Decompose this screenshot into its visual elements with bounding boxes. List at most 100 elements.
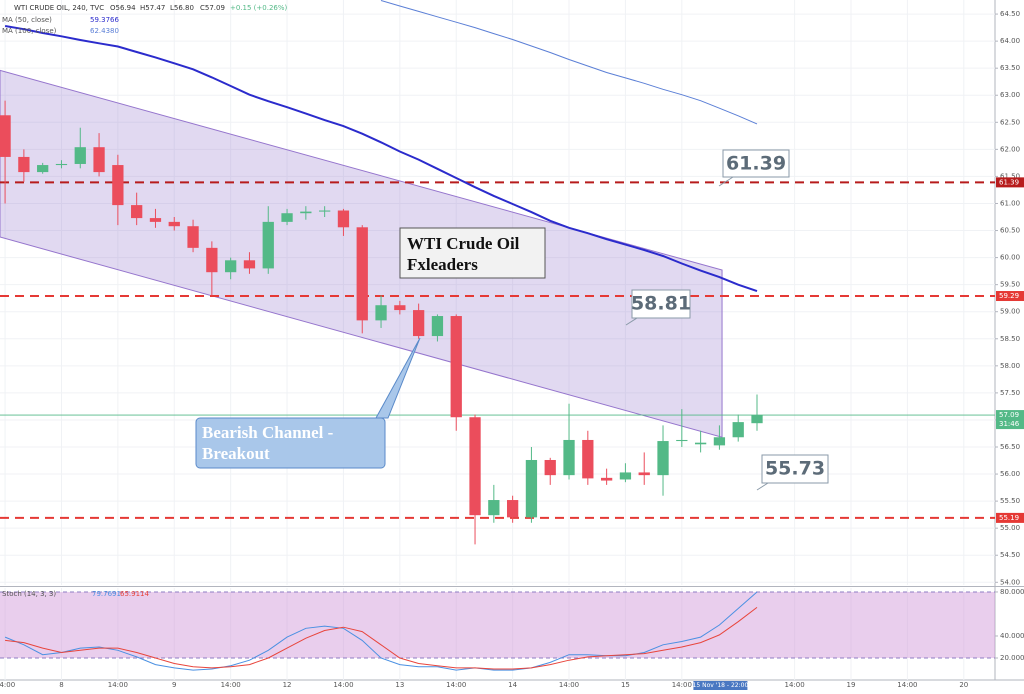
candle-body (319, 210, 331, 212)
oscillator-name: Stoch (14, 3, 3) (2, 590, 56, 598)
y-tick-label: 64.50 (1000, 10, 1020, 18)
candle-body (413, 310, 425, 337)
ohlc-label: H57.47 (140, 4, 165, 12)
callout-text: 55.73 (765, 458, 825, 480)
candle-body (375, 305, 387, 321)
x-tick-label: 14:00 (446, 681, 466, 689)
candle-body (732, 422, 744, 438)
x-tick-label: 13 (395, 681, 404, 689)
x-tick-label: 8 (59, 681, 63, 689)
candle-body (694, 442, 707, 445)
candle-body (638, 472, 650, 476)
candle-body (676, 439, 688, 442)
callout-box (722, 149, 790, 178)
x-tick-label: 15 (621, 681, 630, 689)
candle-body (469, 417, 481, 516)
callout-box (761, 454, 829, 484)
oscillator-line (5, 607, 758, 670)
y-tick-label: 61.50 (1000, 172, 1020, 180)
note-text: WTI Crude Oil (407, 234, 520, 253)
candle-body (600, 477, 613, 481)
candle-body (262, 221, 274, 269)
level-tag-label: 59.29 (999, 292, 1019, 300)
level-tag-label: 55.19 (999, 514, 1019, 522)
x-tick-label: 14:00 (333, 681, 353, 689)
x-tick-label: 14:00 (672, 681, 692, 689)
level-tag (996, 291, 1024, 302)
y-tick-label: 57.50 (1000, 389, 1020, 397)
candle-body (55, 163, 68, 166)
ma-value: 59.3766 (90, 16, 119, 24)
candle-body (450, 316, 462, 418)
level-tag (996, 512, 1024, 523)
y-tick-label: 55.00 (1000, 524, 1020, 532)
candle-body (356, 227, 368, 321)
x-tick-label: 20 (959, 681, 968, 689)
ohlc-label: O56.94 (110, 4, 136, 12)
x-tick-label: 14:00 (897, 681, 917, 689)
level-tag (996, 177, 1024, 188)
candle-body (431, 316, 444, 337)
candle-body (525, 459, 538, 518)
last-price-label: 57.09 (999, 411, 1019, 419)
candle-body (281, 213, 293, 222)
ohlc-label: C57.09 (200, 4, 225, 12)
moving-average (380, 0, 758, 125)
candle-body (131, 205, 143, 219)
candle-body (544, 459, 556, 476)
ma-name: MA (50, close) (2, 16, 52, 24)
candle-body (168, 221, 180, 227)
ohlc-label: L56.80 (170, 4, 194, 12)
legend: WTI CRUDE OIL, 240, TVC O56.94 H57.47 L5… (2, 4, 288, 598)
candle-body (337, 210, 350, 228)
candle-body (619, 472, 632, 480)
callout-pointer (756, 482, 769, 491)
y-tick-label: 62.00 (1000, 145, 1020, 153)
x-tick-label: 14:00 (0, 681, 15, 689)
callout-text: 61.39 (726, 153, 786, 175)
y-tick-label: 40.0000 (1000, 632, 1024, 640)
candle-body (18, 156, 30, 173)
x-tick-label: 14:00 (221, 681, 241, 689)
candle-body (93, 147, 105, 173)
candle-body (751, 415, 763, 424)
callout-pointer (718, 176, 734, 187)
y-tick-label: 58.00 (1000, 362, 1020, 370)
y-tick-label: 55.50 (1000, 497, 1020, 505)
x-tick-label: 14 (508, 681, 517, 689)
level-tag-label: 61.39 (999, 178, 1019, 186)
x-tick-label: 14:00 (108, 681, 128, 689)
candle-body (112, 165, 124, 206)
candle-body (225, 260, 237, 273)
y-tick-label: 59.50 (1000, 281, 1020, 289)
y-tick-label: 64.00 (1000, 37, 1020, 45)
candle-body (506, 500, 519, 518)
note-text: Fxleaders (407, 255, 478, 274)
y-tick-label: 20.0000 (1000, 654, 1024, 662)
oscillator-value: 79.7691 (92, 590, 121, 598)
callout-pointer (625, 317, 638, 326)
y-tick-label: 54.50 (1000, 551, 1020, 559)
candle-body (37, 165, 49, 173)
y-tick-label: 58.50 (1000, 335, 1020, 343)
y-tick-label: 60.50 (1000, 227, 1020, 235)
note-text: Breakout (202, 444, 270, 463)
x-tick-label: 14:00 (785, 681, 805, 689)
symbol-title: WTI CRUDE OIL, 240, TVC (14, 4, 104, 12)
candle-body (394, 305, 406, 311)
callout-text: 58.81 (631, 293, 691, 315)
last-price-tag (996, 410, 1024, 430)
candle-body (563, 439, 575, 476)
ohlc-change: +0.15 (+0.26%) (230, 4, 288, 12)
annotations: 61.39 58.81 55.73 WTI Crude Oil Fxleader… (195, 149, 829, 491)
oscillator-value: 65.9114 (120, 590, 149, 598)
y-tick-label: 63.50 (1000, 64, 1020, 72)
x-tick-label: 14:00 (559, 681, 579, 689)
candle-body (582, 439, 594, 479)
moving-average (4, 25, 758, 293)
callout-box (631, 289, 691, 319)
crosshair-tag (693, 681, 748, 690)
y-tick-label: 59.00 (1000, 308, 1020, 316)
candle-body (206, 247, 218, 273)
